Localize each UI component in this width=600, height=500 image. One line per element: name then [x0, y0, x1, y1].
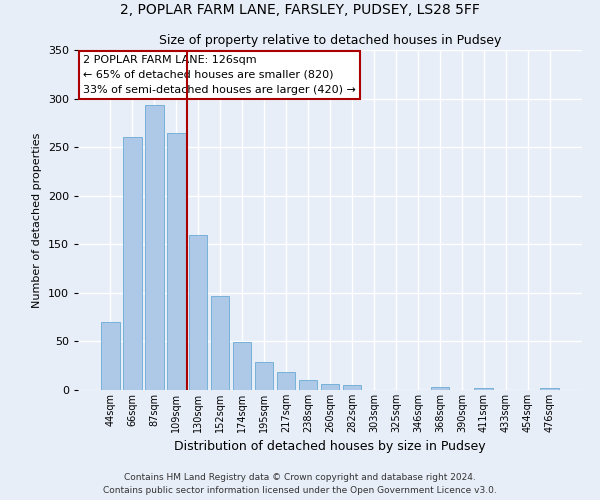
Bar — [299, 380, 317, 390]
Text: 2 POPLAR FARM LANE: 126sqm
← 65% of detached houses are smaller (820)
33% of sem: 2 POPLAR FARM LANE: 126sqm ← 65% of deta… — [83, 55, 356, 94]
Bar — [431, 387, 449, 390]
Bar — [320, 384, 340, 390]
Title: Size of property relative to detached houses in Pudsey: Size of property relative to detached ho… — [159, 34, 501, 48]
Y-axis label: Number of detached properties: Number of detached properties — [32, 132, 42, 308]
Text: 2, POPLAR FARM LANE, FARSLEY, PUDSEY, LS28 5FF: 2, POPLAR FARM LANE, FARSLEY, PUDSEY, LS… — [120, 2, 480, 16]
Bar — [123, 138, 142, 390]
Bar — [189, 234, 208, 390]
Bar — [255, 362, 274, 390]
Bar — [211, 296, 229, 390]
Bar — [475, 388, 493, 390]
X-axis label: Distribution of detached houses by size in Pudsey: Distribution of detached houses by size … — [174, 440, 486, 454]
Bar — [233, 342, 251, 390]
Bar — [167, 132, 185, 390]
Text: Contains HM Land Registry data © Crown copyright and database right 2024.
Contai: Contains HM Land Registry data © Crown c… — [103, 474, 497, 495]
Bar — [145, 106, 164, 390]
Bar — [343, 385, 361, 390]
Bar — [101, 322, 119, 390]
Bar — [277, 372, 295, 390]
Bar — [541, 388, 559, 390]
